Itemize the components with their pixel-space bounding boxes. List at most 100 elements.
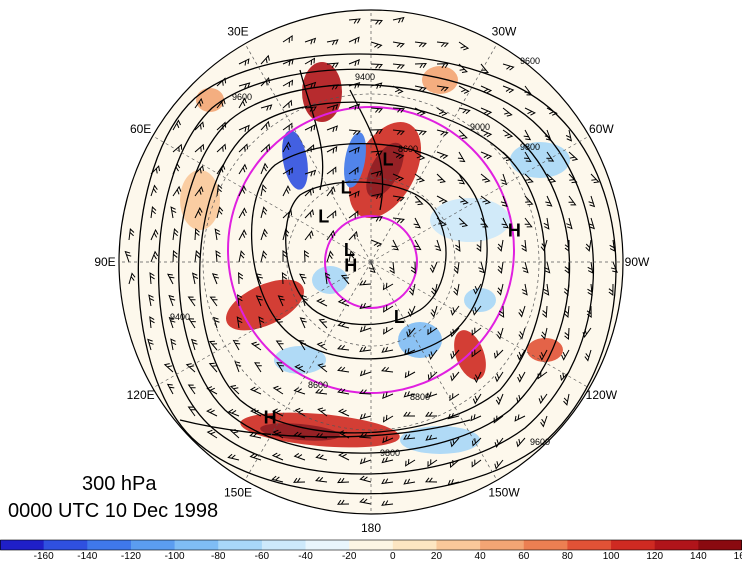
wind-barb bbox=[493, 349, 504, 359]
meridian-line bbox=[370, 43, 498, 263]
wind-barb bbox=[348, 250, 355, 263]
wind-barb bbox=[471, 437, 482, 447]
wind-barb bbox=[608, 283, 614, 296]
wind-barb bbox=[436, 85, 449, 92]
wind-barb bbox=[414, 129, 427, 136]
longitude-label: 30E bbox=[227, 25, 248, 39]
wind-barb bbox=[430, 305, 438, 318]
longitude-label: 30W bbox=[492, 25, 517, 39]
high-pressure-center: H bbox=[508, 221, 521, 241]
map-boundary-circle bbox=[118, 9, 624, 515]
wind-barb bbox=[304, 106, 317, 112]
wind-barb bbox=[191, 272, 199, 285]
wind-barb bbox=[293, 431, 306, 439]
wind-barb bbox=[282, 99, 293, 109]
wind-barb bbox=[315, 432, 328, 439]
colorbar-tick-label: -100 bbox=[165, 551, 185, 561]
height-contour bbox=[285, 181, 447, 326]
colorbar-tick-label: 120 bbox=[646, 551, 663, 561]
wind-barb bbox=[260, 184, 267, 197]
wind-barb bbox=[546, 107, 558, 116]
wind-barb bbox=[216, 143, 227, 153]
colorbar-tick-label: 60 bbox=[518, 551, 530, 561]
wind-barb bbox=[458, 217, 469, 227]
wind-barb bbox=[318, 318, 328, 329]
wind-barb bbox=[216, 163, 226, 175]
colorbar-tick-label: -140 bbox=[77, 551, 97, 561]
wind-barb bbox=[282, 185, 291, 197]
wind-barb bbox=[337, 366, 350, 373]
colorbar-swatch bbox=[349, 540, 394, 550]
wind-barb bbox=[407, 305, 416, 318]
wind-barb bbox=[191, 338, 198, 351]
wind-barb bbox=[560, 371, 570, 382]
longitude-label: 60W bbox=[589, 122, 614, 136]
wind-barb bbox=[449, 393, 460, 402]
meridian-line bbox=[370, 261, 590, 389]
contour-label: 9600 bbox=[520, 56, 540, 66]
wind-barb bbox=[502, 63, 515, 71]
longitude-label: 150W bbox=[488, 485, 520, 499]
longitude-label: 90W bbox=[625, 255, 650, 269]
wind-barb bbox=[471, 327, 482, 336]
wind-barb bbox=[425, 391, 438, 399]
wind-barb bbox=[494, 437, 504, 449]
wind-barb bbox=[260, 54, 270, 65]
wind-barb bbox=[478, 261, 485, 274]
wind-barb bbox=[545, 195, 553, 207]
wind-barb bbox=[337, 499, 350, 505]
wind-barb bbox=[172, 162, 181, 175]
wind-barb bbox=[436, 63, 449, 69]
wind-barb bbox=[516, 349, 526, 361]
height-contour bbox=[157, 68, 594, 475]
wind-barb bbox=[524, 173, 534, 184]
wind-barb bbox=[436, 107, 448, 117]
wind-barb bbox=[348, 18, 361, 24]
colorbar-swatch bbox=[654, 540, 699, 550]
wind-barb bbox=[128, 272, 136, 285]
wind-barb bbox=[609, 239, 616, 252]
wind-barb bbox=[359, 433, 372, 439]
wind-barb bbox=[409, 283, 416, 296]
wind-barb bbox=[473, 283, 482, 295]
wind-barb bbox=[450, 305, 460, 316]
colorbar-tick-label: 100 bbox=[603, 551, 620, 561]
wind-barb bbox=[128, 228, 135, 241]
wind-barb bbox=[282, 228, 290, 241]
colorbar-swatch bbox=[436, 540, 481, 550]
wind-barb bbox=[274, 318, 284, 329]
wind-barb bbox=[514, 414, 526, 422]
wind-barb bbox=[260, 143, 271, 153]
wind-barb bbox=[304, 187, 315, 197]
wind-barb bbox=[568, 151, 579, 161]
wind-barb bbox=[543, 217, 550, 230]
wind-barb bbox=[521, 239, 527, 252]
wind-barb bbox=[370, 41, 383, 49]
wind-barb bbox=[471, 459, 482, 468]
wind-barb bbox=[404, 370, 416, 379]
wind-barb bbox=[211, 273, 220, 285]
wind-barb bbox=[282, 58, 294, 66]
positive-anomaly-patch bbox=[196, 88, 224, 112]
wind-barb bbox=[172, 143, 183, 153]
wind-barb bbox=[425, 411, 438, 417]
wind-barb bbox=[260, 120, 270, 131]
wind-barb bbox=[293, 453, 306, 461]
wind-barb bbox=[436, 195, 448, 204]
colorbar-swatch bbox=[130, 540, 176, 550]
wind-barb bbox=[436, 217, 447, 227]
wind-barb bbox=[147, 338, 154, 351]
longitude-label: 180 bbox=[361, 521, 381, 535]
wind-barb bbox=[542, 305, 548, 318]
wind-barb bbox=[540, 327, 548, 340]
meridian-line bbox=[370, 261, 498, 481]
wind-barb bbox=[227, 453, 240, 461]
wind-barb bbox=[317, 407, 328, 417]
wind-barb bbox=[359, 302, 372, 310]
wind-barb bbox=[563, 305, 570, 318]
contour-label: 9800 bbox=[380, 448, 400, 458]
wind-barb bbox=[563, 283, 570, 296]
wind-barb bbox=[326, 166, 337, 175]
wind-barb bbox=[414, 107, 426, 116]
wind-barb bbox=[480, 129, 493, 138]
